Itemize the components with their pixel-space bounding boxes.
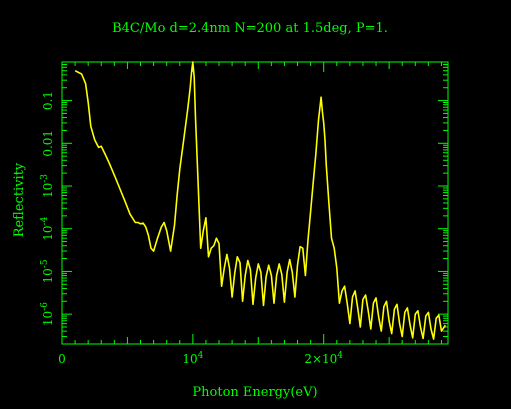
y-tick-label: 0.01 bbox=[41, 130, 55, 157]
y-tick-label: 0.1 bbox=[41, 91, 55, 110]
chart-title: B4C/Mo d=2.4nm N=200 at 1.5deg, P=1. bbox=[112, 21, 388, 36]
y-tick-label: 10-4 bbox=[40, 216, 55, 240]
x-tick-label: 0 bbox=[58, 352, 66, 366]
axis-ticks bbox=[61, 61, 448, 345]
y-tick-label: 10-5 bbox=[40, 259, 55, 283]
series-line bbox=[74, 61, 447, 340]
x-axis-label: Photon Energy(eV) bbox=[192, 385, 317, 400]
plot-frame bbox=[61, 61, 449, 345]
x-tick-label: 104 bbox=[182, 351, 203, 366]
y-tick-label: 10-6 bbox=[40, 302, 55, 326]
tick-labels: 0 104 2×104 10-6 10-5 10-4 10-3 0.01 0.1 bbox=[40, 91, 343, 366]
y-axis-label: Reflectivity bbox=[12, 162, 27, 237]
x-tick-label: 2×104 bbox=[304, 351, 343, 366]
y-tick-label: 10-3 bbox=[40, 174, 55, 198]
